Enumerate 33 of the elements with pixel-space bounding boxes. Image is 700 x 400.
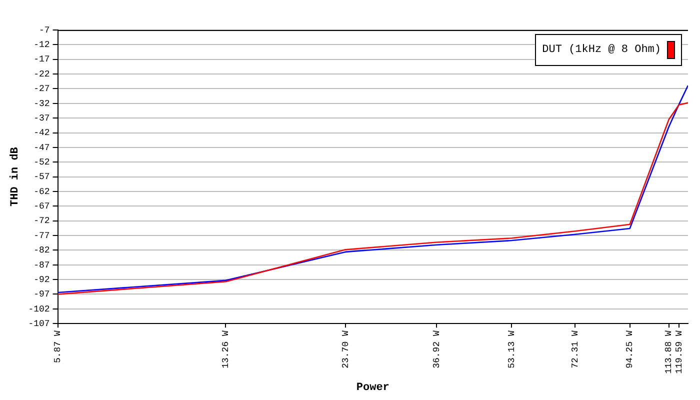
y-tick-label: -87 bbox=[34, 260, 50, 270]
x-tick-label: 94.25 W bbox=[625, 330, 636, 368]
y-tick-label: -57 bbox=[34, 172, 50, 182]
y-tick-label: -92 bbox=[34, 274, 50, 285]
x-tick-label: 53.13 W bbox=[507, 330, 518, 368]
y-tick-label: -7 bbox=[38, 25, 50, 36]
y-tick-label: -82 bbox=[34, 246, 50, 256]
legend-label: DUT (1kHz @ 8 Ohm) bbox=[542, 44, 661, 56]
x-tick-label: 23.70 W bbox=[340, 330, 351, 368]
x-tick-label: 72.31 W bbox=[570, 330, 581, 368]
y-tick-label: -102 bbox=[28, 304, 50, 314]
x-axis-title: Power bbox=[356, 382, 390, 394]
y-axis-title: THD in dB bbox=[9, 146, 22, 207]
x-tick-label: 119.59 W bbox=[674, 330, 684, 374]
y-tick-label: -42 bbox=[34, 128, 50, 138]
y-tick-label: -32 bbox=[34, 98, 50, 109]
y-tick-label: -72 bbox=[34, 216, 50, 226]
y-tick-label: -77 bbox=[34, 230, 50, 241]
y-tick-label: -67 bbox=[34, 202, 50, 212]
y-tick-label: -52 bbox=[34, 158, 50, 168]
x-tick-label: 36.92 W bbox=[432, 330, 442, 368]
x-tick-label: 5.87 W bbox=[53, 330, 64, 363]
y-tick-label: -37 bbox=[34, 113, 50, 124]
y-tick-label: -27 bbox=[34, 84, 50, 94]
y-tick-label: -47 bbox=[34, 142, 50, 153]
y-tick-label: -22 bbox=[34, 69, 50, 80]
y-tick-label: -62 bbox=[34, 186, 50, 197]
y-tick-label: -97 bbox=[34, 290, 50, 300]
y-tick-label: -107 bbox=[28, 318, 50, 329]
y-tick-label: -17 bbox=[34, 54, 50, 65]
x-tick-label: 13.26 W bbox=[221, 330, 232, 368]
x-tick-label: 113.88 W bbox=[664, 330, 674, 374]
y-tick-label: -12 bbox=[34, 40, 50, 50]
